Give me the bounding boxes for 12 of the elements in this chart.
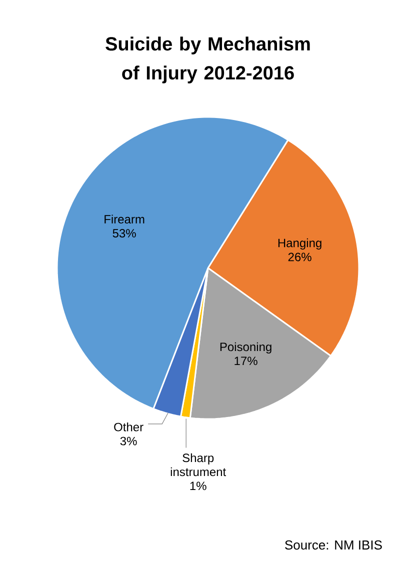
slice-label: Hanging: [278, 238, 322, 250]
slice-label: Other: [114, 422, 144, 432]
data-label: 17%: [234, 356, 258, 366]
data-label: 1%: [190, 482, 206, 490]
chart-title: Suicide by Mechanism of Injury 2012-2016: [106, 36, 310, 84]
data-label: 3%: [120, 436, 137, 446]
data-label: 26%: [288, 252, 312, 262]
slice-label: Sharp instrument: [170, 453, 226, 476]
source-note: Source: NM IBIS: [285, 540, 382, 550]
slice-label: Firearm: [104, 214, 144, 224]
data-label: 53%: [112, 229, 136, 238]
slice-label: Poisoning: [220, 342, 272, 354]
